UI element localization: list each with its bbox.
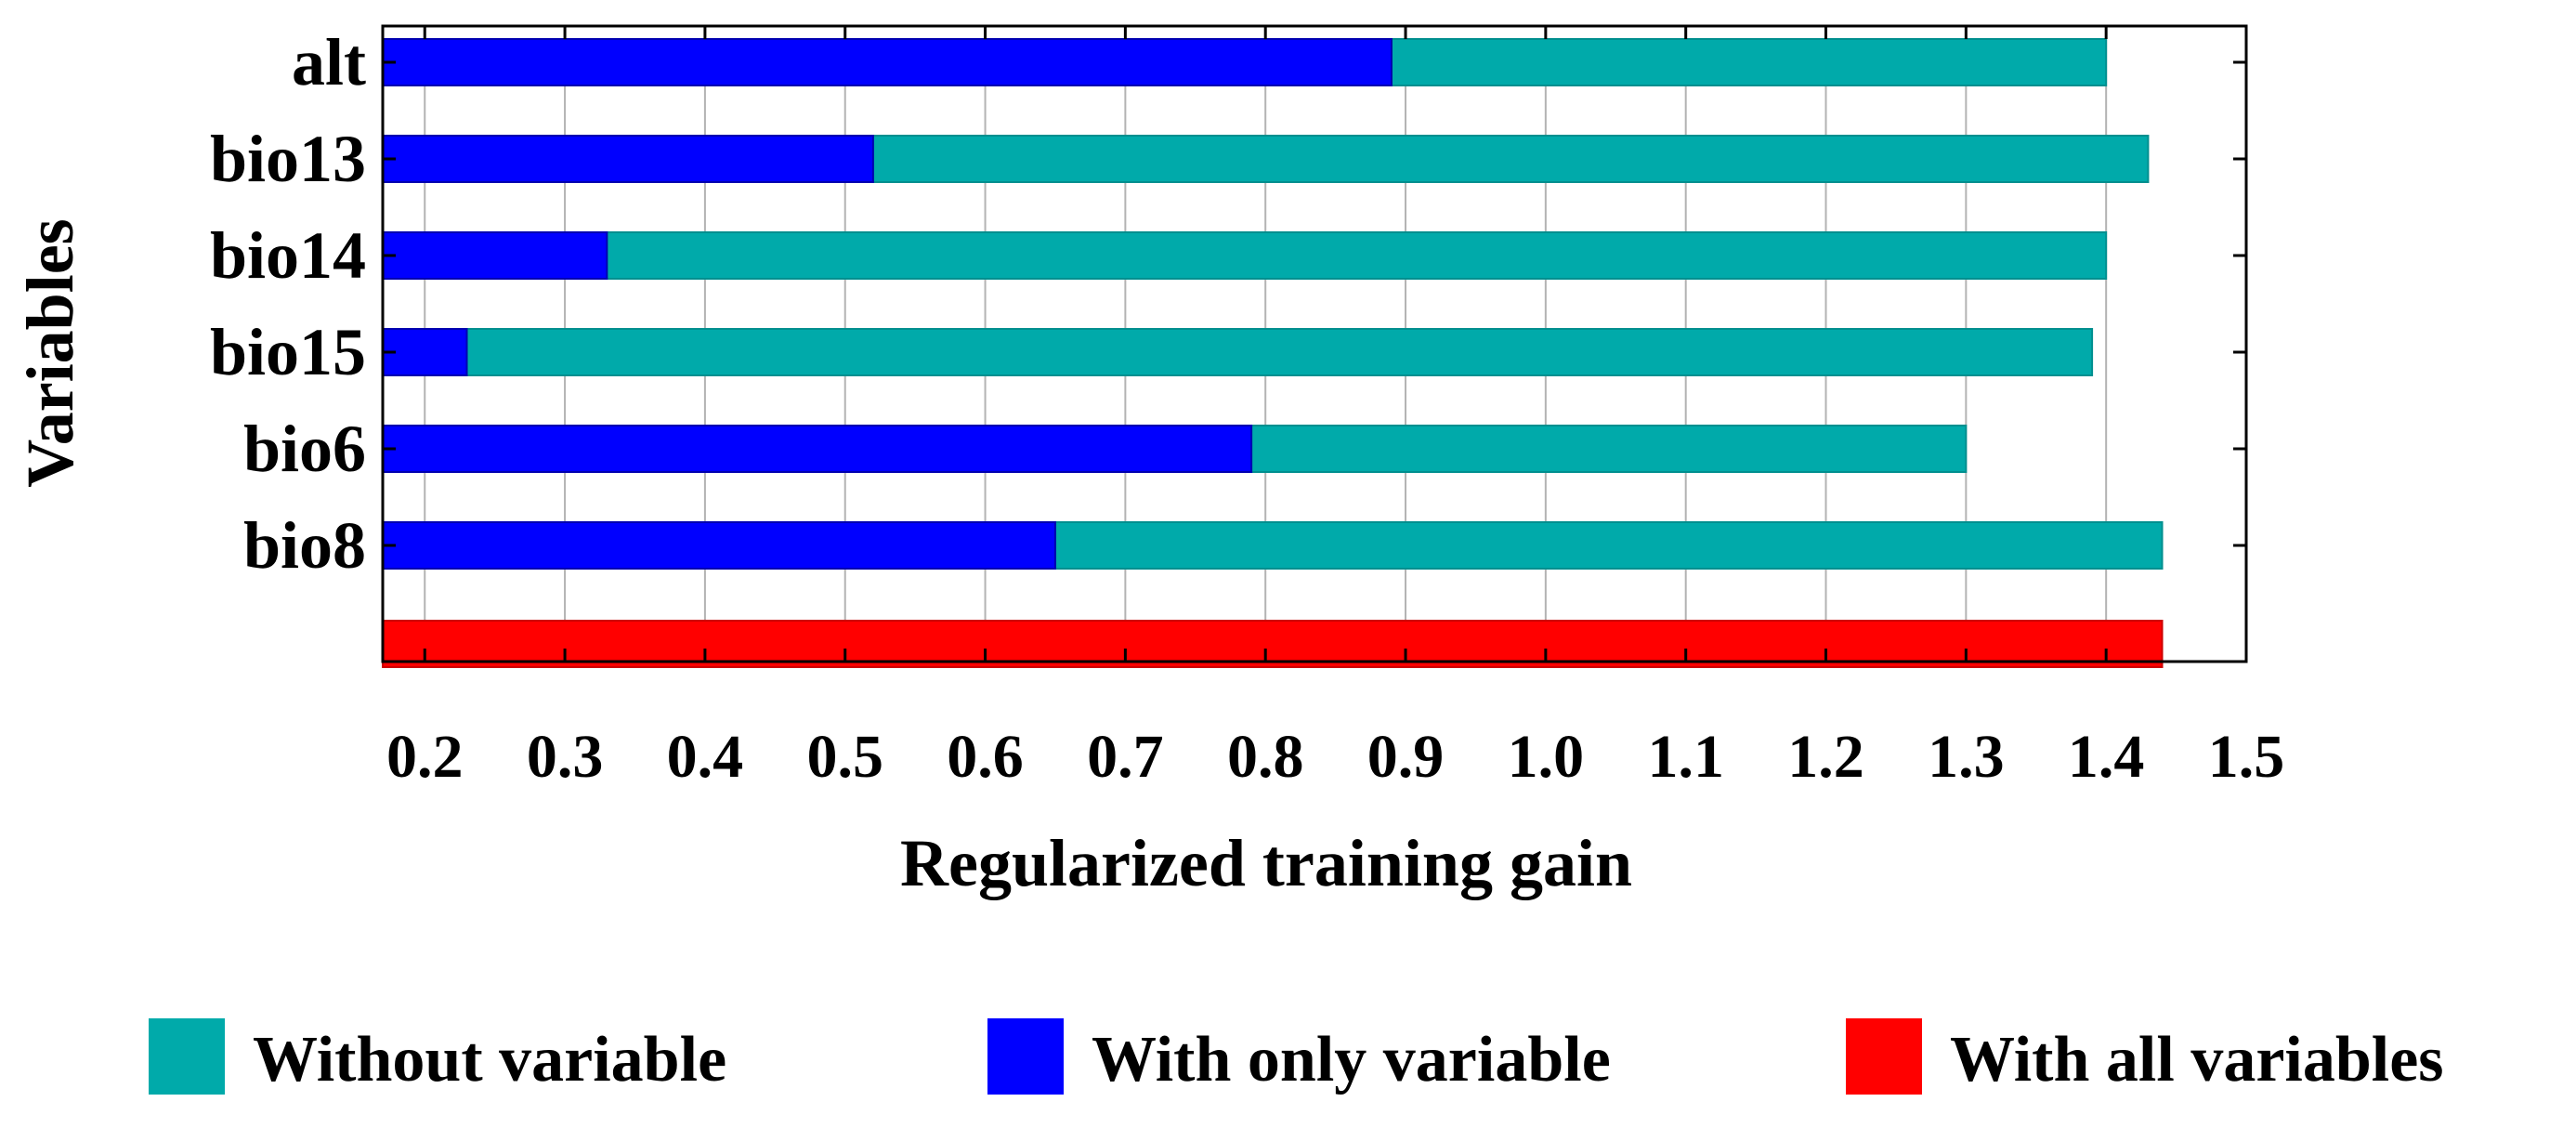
bar-with-only-variable-bio6 <box>382 425 1253 473</box>
x-axis-ticks <box>383 26 2248 662</box>
x-tick-label: 0.7 <box>1087 723 1164 791</box>
y-category-label: bio8 <box>243 508 366 583</box>
x-tick-label: 1.5 <box>2208 723 2285 791</box>
x-tick-label: 0.3 <box>527 723 604 791</box>
legend-swatch-with-all-variables <box>1846 1018 1922 1095</box>
legend-label-with-all-variables: With all variables <box>1950 1024 2444 1095</box>
x-tick-label: 1.3 <box>1928 723 2005 791</box>
x-tick-label: 1.4 <box>2068 723 2145 791</box>
x-tick-label: 0.8 <box>1227 723 1304 791</box>
y-category-label: bio6 <box>243 412 366 486</box>
x-tick-label: 1.0 <box>1508 723 1585 791</box>
x-axis-title: Regularized training gain <box>900 826 1632 900</box>
x-tick-label: 0.6 <box>947 723 1024 791</box>
y-category-label: bio15 <box>210 315 366 389</box>
legend-swatch-with-only-variable <box>987 1018 1064 1095</box>
y-category-label: alt <box>292 25 366 99</box>
x-axis-tick-labels: 0.2 0.3 0.4 0.5 0.6 0.7 0.8 0.9 1.0 1.1 1.2 1.3 1.4 1… <box>386 723 2284 791</box>
y-category-label: bio14 <box>210 218 366 293</box>
x-tick-label: 0.9 <box>1367 723 1445 791</box>
bar-with-only-variable-alt <box>382 38 1393 86</box>
bar-with-only-variable-bio15 <box>382 328 468 376</box>
x-tick-label: 1.2 <box>1787 723 1864 791</box>
x-tick-label: 0.2 <box>386 723 464 791</box>
bar-with-only-variable-bio13 <box>382 135 874 183</box>
y-category-label: bio13 <box>210 122 366 196</box>
y-axis-category-labels: alt bio13 bio14 bio15 bio6 bio8 <box>210 25 366 583</box>
plot-area-frame <box>381 24 2248 663</box>
bar-without-variable-bio15 <box>382 328 2094 376</box>
legend-swatch-without-variable <box>149 1018 225 1095</box>
legend-label-without-variable: Without variable <box>253 1024 726 1095</box>
x-tick-label: 0.4 <box>667 723 744 791</box>
y-axis-title: Variables <box>13 218 87 487</box>
bars <box>382 38 2164 668</box>
x-tick-label: 1.1 <box>1647 723 1724 791</box>
x-tick-label: 0.5 <box>806 723 883 791</box>
bar-without-variable-bio14 <box>382 231 2108 280</box>
bar-with-only-variable-bio14 <box>382 231 608 280</box>
bar-with-only-variable-bio8 <box>382 521 1056 570</box>
legend-label-with-only-variable: With only variable <box>1092 1024 1611 1095</box>
legend: Without variable With only variable With… <box>149 1018 2444 1095</box>
